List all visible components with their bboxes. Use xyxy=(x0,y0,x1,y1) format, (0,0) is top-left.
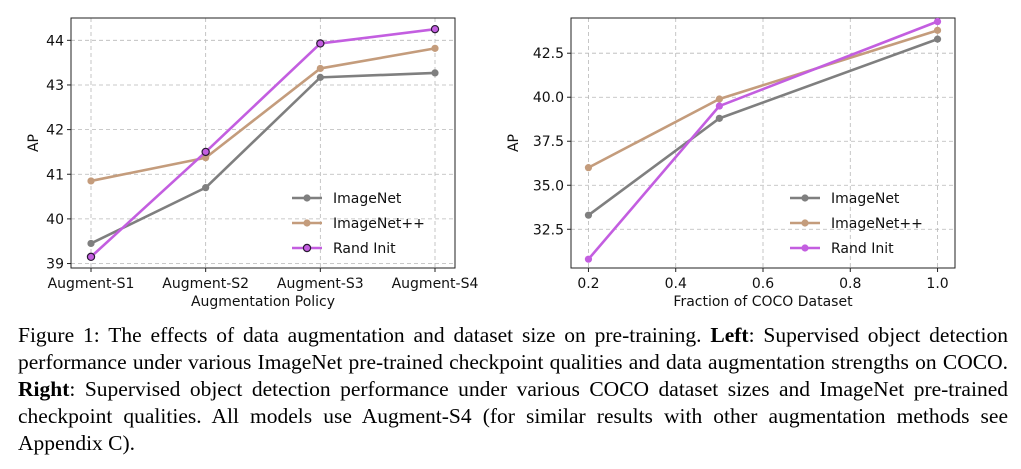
y-tick-label: 44 xyxy=(46,33,64,49)
data-point xyxy=(715,102,723,110)
legend-marker xyxy=(303,219,311,227)
data-point xyxy=(584,255,593,263)
series-rand-init xyxy=(86,24,440,262)
legend-label: Rand Init xyxy=(831,241,894,257)
series-imagenet xyxy=(87,44,439,185)
figure-caption: Figure 1: The effects of data augmentati… xyxy=(18,322,1008,457)
grid xyxy=(71,18,455,268)
data-point xyxy=(430,24,440,34)
x-tick-label: Augment-S3 xyxy=(277,276,364,292)
legend-marker xyxy=(302,243,312,253)
y-tick-label: 42.5 xyxy=(533,46,564,62)
x-axis-label: Augmentation Policy xyxy=(191,294,335,310)
legend: ImageNet ImageNet++ Rand Init xyxy=(790,191,923,257)
plot-frame xyxy=(70,17,456,269)
series-imagenet xyxy=(87,69,439,248)
x-tick-label: Augment-S1 xyxy=(48,276,135,292)
data-point xyxy=(202,184,210,192)
legend-label: ImageNet++ xyxy=(333,216,425,232)
data-point xyxy=(715,114,723,122)
legend-marker xyxy=(303,194,311,202)
legend-label: Rand Init xyxy=(333,241,396,257)
legend-marker xyxy=(801,219,809,227)
data-point xyxy=(933,26,942,34)
legend-label: ImageNet xyxy=(831,191,900,207)
y-tick-label: 37.5 xyxy=(533,134,564,150)
x-axis-label: Fraction of COCO Dataset xyxy=(673,294,853,310)
data-point xyxy=(933,35,942,43)
x-tick-label: 1.0 xyxy=(926,276,948,292)
x-tick-label: Augment-S4 xyxy=(392,276,479,292)
y-tick-label: 43 xyxy=(46,78,64,94)
x-tick-label: 0.4 xyxy=(665,276,687,292)
right-chart: 32.5 35.0 37.5 40.0 42.5 0.2 0.4 0.6 0.8 1.0 Fract… xyxy=(506,17,956,310)
caption-right-text: : Supervised object detection performanc… xyxy=(18,377,1008,455)
series-imagenet xyxy=(584,35,942,219)
data-point xyxy=(316,64,324,73)
series-line xyxy=(90,71,436,245)
series-line xyxy=(90,47,436,183)
data-point xyxy=(584,164,593,172)
data-point xyxy=(584,211,593,219)
legend-marker xyxy=(801,194,809,202)
y-axis-label: AP xyxy=(26,134,42,152)
legend-label: ImageNet++ xyxy=(831,216,923,232)
left-chart: 39 40 41 42 43 44 Augment-S1 Augment-S2 Augment-… xyxy=(26,17,479,310)
y-tick-label: 40.0 xyxy=(533,90,564,106)
caption-left-label: Left xyxy=(710,323,749,347)
x-tick-label: 0.8 xyxy=(839,276,861,292)
y-tick-label: 35.0 xyxy=(533,178,564,194)
data-point xyxy=(431,69,439,77)
data-point xyxy=(202,154,210,162)
figure-panels: 39 40 41 42 43 44 Augment-S1 Augment-S2 Augment-… xyxy=(26,17,956,310)
data-point xyxy=(431,44,439,52)
data-point xyxy=(87,177,95,185)
legend-marker xyxy=(801,244,809,252)
data-point xyxy=(316,73,324,81)
x-tick-label: Augment-S2 xyxy=(162,276,249,292)
y-axis-label: AP xyxy=(506,134,522,152)
caption-intro: The effects of data augmentation and dat… xyxy=(99,323,711,347)
caption-right-label: Right xyxy=(18,377,70,401)
data-point xyxy=(933,17,942,26)
series-rand-init xyxy=(584,17,942,263)
data-point xyxy=(715,95,723,103)
y-tick-label: 39 xyxy=(46,257,64,273)
data-point xyxy=(86,252,96,262)
y-tick-label: 40 xyxy=(46,212,64,228)
y-tick-label: 41 xyxy=(46,167,64,183)
caption-figure-label: Figure 1: xyxy=(18,323,100,347)
caption-left-text: : Supervised object detection performanc… xyxy=(18,323,1008,374)
data-point xyxy=(316,39,325,48)
series-line xyxy=(90,27,436,258)
legend: ImageNet ImageNet++ Rand Init xyxy=(292,191,425,257)
x-tick-label: 0.6 xyxy=(752,276,774,292)
data-point xyxy=(87,239,95,248)
series-imagenet xyxy=(584,26,942,172)
y-tick-label: 42 xyxy=(46,123,64,139)
y-tick-label: 32.5 xyxy=(533,222,564,238)
x-tick-label: 0.2 xyxy=(577,276,599,292)
legend-label: ImageNet xyxy=(333,191,402,207)
grid xyxy=(571,18,955,268)
data-point xyxy=(201,147,210,157)
